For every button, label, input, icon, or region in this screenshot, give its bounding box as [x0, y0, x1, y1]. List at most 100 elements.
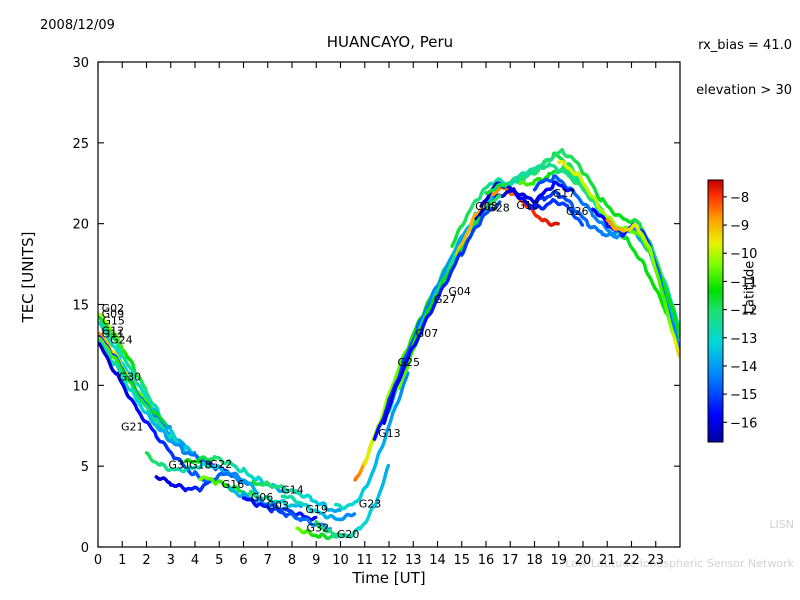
page-title: HUANCAYO, Peru [326, 33, 454, 51]
x-tick-label: 22 [623, 553, 640, 568]
x-tick-label: 8 [288, 553, 296, 568]
x-tick-label: 9 [312, 553, 320, 568]
x-tick-label: 0 [94, 553, 102, 568]
satellite-track [314, 463, 391, 539]
x-tick-label: 21 [599, 553, 616, 568]
x-tick-label: 19 [550, 553, 567, 568]
watermark-line2: Low-Latitude Ionospheric Sensor Network [565, 557, 794, 570]
x-tick-label: 11 [356, 553, 373, 568]
satellite-track [154, 471, 260, 495]
series-layer [98, 148, 680, 541]
satellite-labels-layer: G02G09G15G12G11G24G30G21G31G18G22G16G06G… [102, 187, 589, 541]
satellite-label: G18 [189, 459, 212, 472]
satellite-track [183, 455, 289, 494]
x-tick-label: 2 [142, 553, 150, 568]
x-tick-label: 23 [647, 553, 664, 568]
y-tick-label: 0 [81, 541, 89, 556]
x-tick-label: 14 [429, 553, 446, 568]
satellite-label: G21 [121, 421, 144, 434]
colorbar-tick-label: −14 [730, 360, 757, 375]
x-tick-label: 16 [478, 553, 495, 568]
satellite-label: G15 [102, 315, 125, 328]
satellite-label: G16 [222, 478, 245, 491]
axes-layer: 0 1 2 3 4 5 6 7 8 9 10 11 12 13 14 15 16 17 18 19 20 21 22 2305… [72, 56, 681, 568]
x-tick-label: 5 [215, 553, 223, 568]
satellite-label: G19 [305, 503, 328, 516]
track-segment [497, 200, 502, 205]
satellite-label: G23 [359, 497, 382, 510]
colorbar-tick-label: −10 [730, 247, 757, 262]
colorbar: −8 −9 −10 −11 −12 −13 −14 −15 −16 [707, 179, 757, 443]
x-tick-label: 13 [405, 553, 422, 568]
satellite-label: G08 [475, 200, 498, 213]
x-tick-label: 4 [191, 553, 199, 568]
colorbar-tick-label: −11 [730, 275, 757, 290]
satellite-track [484, 148, 680, 329]
x-tick-label: 20 [575, 553, 592, 568]
satellite-label: G22 [210, 458, 233, 471]
track-segment [162, 422, 168, 428]
satellite-label: G09 [102, 307, 125, 320]
elevation-text: elevation > 30 [696, 83, 792, 98]
x-tick-label: 12 [381, 553, 398, 568]
colorbar-gradient [707, 179, 724, 443]
y-tick-label: 25 [72, 137, 89, 152]
y-tick-label: 5 [81, 460, 89, 475]
colorbar-tick-label: −12 [730, 304, 757, 319]
satellite-label: G10 [516, 199, 539, 212]
y-tick-label: 15 [72, 299, 89, 314]
satellite-track [605, 218, 680, 358]
track-segment [579, 222, 585, 227]
satellite-label: G14 [281, 484, 304, 497]
satellite-label: G02 [102, 302, 125, 315]
x-tick-label: 15 [453, 553, 470, 568]
satellite-label: G06 [251, 491, 274, 504]
satellite-label: G03 [267, 499, 290, 512]
track-segment [298, 503, 303, 509]
x-tick-label: 17 [502, 553, 519, 568]
satellite-label: G13 [378, 427, 401, 440]
x-tick-label: 1 [118, 553, 126, 568]
watermark: LISN Low-Latitude Ionospheric Sensor Net… [565, 492, 794, 596]
colorbar-tick-label: −13 [730, 332, 757, 347]
satellite-label: G25 [397, 356, 420, 369]
x-tick-label: 7 [264, 553, 272, 568]
meta-annotations: rx_bias = 41.0 elevation > 30 [696, 8, 792, 128]
track-segment [385, 463, 391, 470]
satellite-track [241, 496, 332, 532]
date-stamp: 2008/12/09 [40, 18, 115, 33]
satellite-label: G26 [566, 205, 589, 218]
track-segment [569, 187, 575, 192]
satellite-track [333, 371, 410, 511]
x-tick-label: 6 [239, 553, 247, 568]
satellite-track [382, 200, 502, 425]
colorbar-tick-label: −8 [730, 191, 749, 206]
x-tick-label: 18 [526, 553, 543, 568]
plot-frame [97, 61, 681, 548]
satellite-track [251, 479, 342, 513]
x-tick-label: 3 [167, 553, 175, 568]
colorbar-tick-label: −9 [730, 219, 749, 234]
rx-bias-text: rx_bias = 41.0 [698, 38, 792, 53]
satellite-label: G07 [416, 327, 439, 340]
satellite-track [280, 494, 357, 522]
satellite-label: G04 [448, 285, 471, 298]
track-segment [676, 352, 680, 358]
satellite-track [98, 315, 172, 429]
x-axis-label: Time [UT] [352, 569, 426, 587]
satellite-label: G30 [119, 370, 142, 383]
satellite-label: G24 [110, 333, 133, 346]
satellite-label: G27 [434, 293, 457, 306]
y-tick-label: 20 [72, 218, 89, 233]
track-segment [677, 333, 680, 339]
track-segment [405, 371, 410, 377]
watermark-line1: LISN [769, 518, 794, 531]
satellite-label: G11 [102, 328, 125, 341]
colorbar-tick-label: −16 [730, 416, 757, 431]
y-tick-label: 10 [72, 379, 89, 394]
x-tick-label: 10 [332, 553, 349, 568]
satellite-label: G32 [307, 522, 330, 535]
satellite-label: G17 [553, 187, 576, 200]
